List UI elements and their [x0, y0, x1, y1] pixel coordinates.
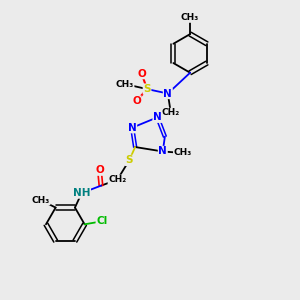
- Text: N: N: [153, 112, 162, 122]
- Text: N: N: [158, 146, 167, 157]
- Text: O: O: [132, 96, 141, 106]
- Text: CH₃: CH₃: [181, 13, 199, 22]
- Text: O: O: [137, 69, 146, 79]
- Text: N: N: [164, 88, 172, 98]
- Text: CH₃: CH₃: [116, 80, 134, 88]
- Text: CH₃: CH₃: [32, 196, 50, 205]
- Text: Cl: Cl: [96, 216, 107, 226]
- Text: CH₃: CH₃: [174, 148, 192, 158]
- Text: N: N: [128, 123, 136, 133]
- Text: CH₂: CH₂: [162, 108, 180, 117]
- Text: S: S: [143, 84, 151, 94]
- Text: S: S: [125, 155, 133, 165]
- Text: O: O: [95, 165, 104, 175]
- Text: NH: NH: [73, 188, 90, 198]
- Text: CH₂: CH₂: [108, 175, 126, 184]
